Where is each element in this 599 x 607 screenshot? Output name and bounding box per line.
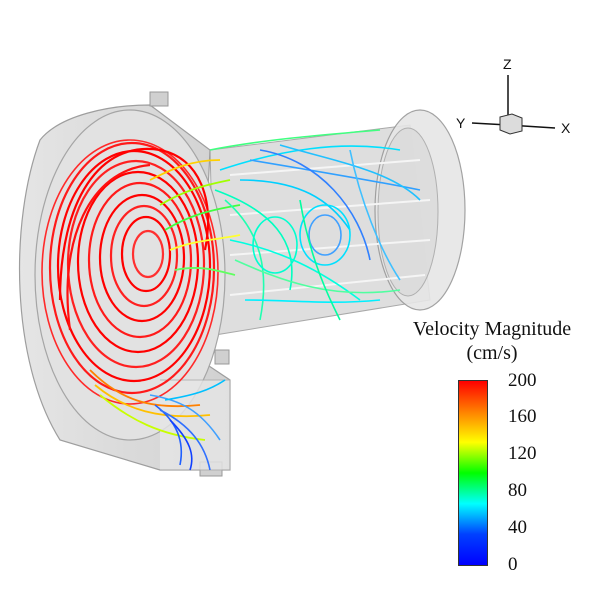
colorbar-tick-label: 0 (508, 554, 518, 575)
colorbar-tick-label: 120 (508, 443, 537, 464)
legend-title: Velocity Magnitude (412, 318, 572, 340)
high-velocity-streamlines (41, 139, 219, 405)
outlet-cylinder (209, 109, 466, 336)
colorbar-tick-label: 200 (508, 370, 537, 391)
colorbar (458, 380, 488, 566)
y-axis-label: Y (456, 115, 466, 131)
legend-unit: (cm/s) (466, 342, 518, 364)
z-axis-label: Z (503, 56, 512, 72)
transition-streamlines (89, 159, 241, 441)
axis-triad: Z X Y (456, 56, 571, 136)
colorbar-tick-label: 40 (508, 517, 527, 538)
outlet-streamlines (209, 129, 421, 321)
colorbar-tick-label: 80 (508, 480, 527, 501)
axis-cube (499, 113, 523, 135)
inlet-streamlines (149, 379, 226, 471)
x-axis-label: X (561, 120, 571, 136)
colorbar-tick-label: 160 (508, 406, 537, 427)
